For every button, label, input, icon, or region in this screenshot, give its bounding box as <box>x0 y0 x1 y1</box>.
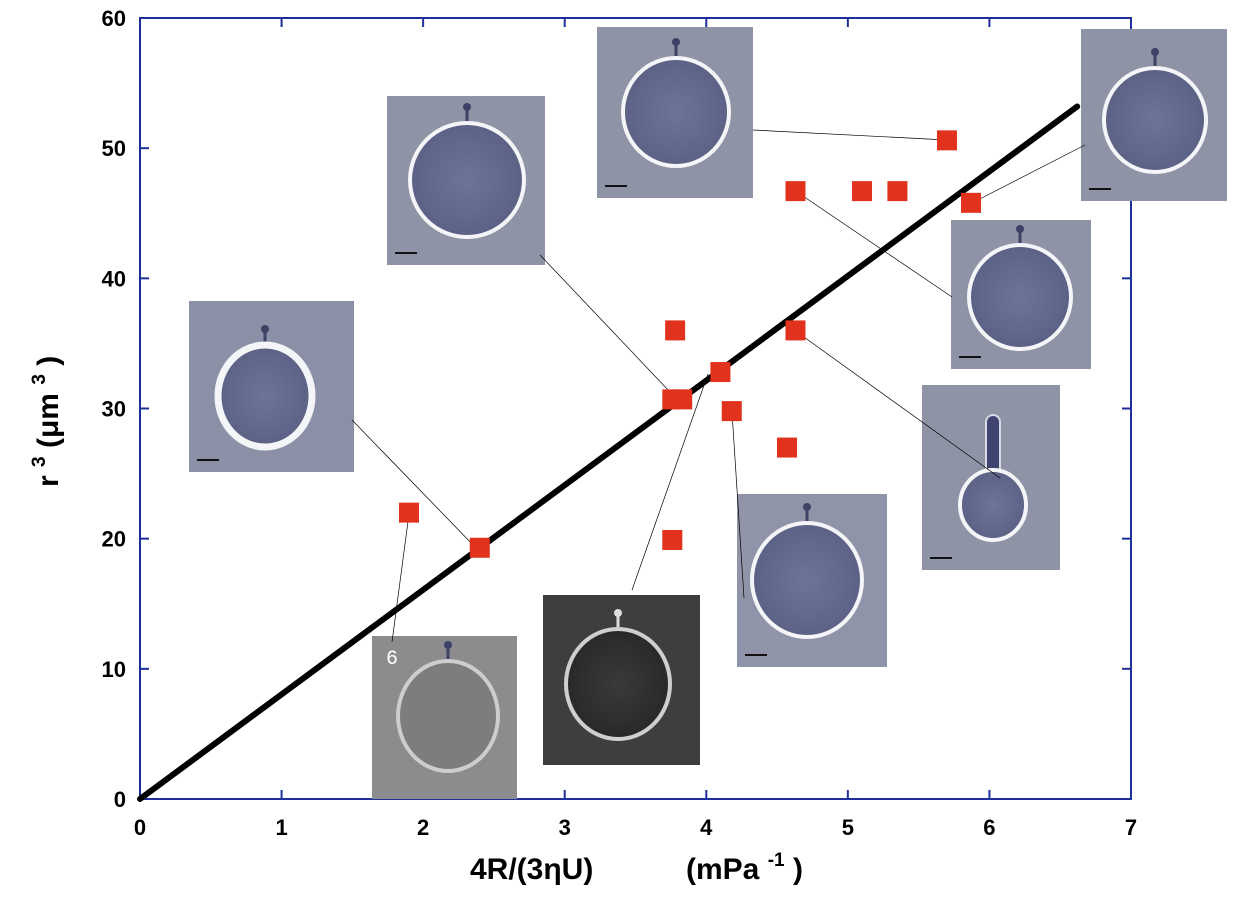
x-tick-label: 6 <box>983 815 995 840</box>
x-tick-label: 5 <box>842 815 854 840</box>
leader-lines <box>351 129 1086 643</box>
cell-tether-tip <box>803 503 811 511</box>
data-point <box>672 389 693 410</box>
leader-line <box>631 373 709 591</box>
x-tick-label: 4 <box>700 815 713 840</box>
cell-vesicle <box>408 121 526 239</box>
y-tick-label: 50 <box>102 136 126 161</box>
cell-vesicle <box>214 341 316 451</box>
x-axis-unit: (mPa <box>686 853 760 886</box>
inset-top-center <box>597 27 753 198</box>
cell-tether-tip <box>1016 225 1024 233</box>
data-point <box>776 437 797 458</box>
cell-tether-tip <box>1151 48 1159 56</box>
cell-vesicle <box>750 521 864 639</box>
cell-vesicle <box>967 243 1073 351</box>
x-tick-label: 2 <box>417 815 429 840</box>
y-tick-label: 30 <box>102 397 126 422</box>
data-point <box>887 181 908 202</box>
x-axis-unit-close: ) <box>793 853 803 886</box>
data-point <box>662 529 683 550</box>
fit-line <box>137 103 1081 802</box>
x-tick-label: 0 <box>134 815 146 840</box>
cell-tether-tip <box>463 103 471 111</box>
data-point <box>785 320 806 341</box>
y-tick-label: 0 <box>114 787 126 812</box>
inset-upper-left <box>387 96 545 265</box>
leader-line <box>971 144 1086 204</box>
leader-line <box>796 331 1001 479</box>
cell-vesicle <box>958 468 1028 542</box>
cell-vesicle <box>564 627 672 741</box>
inset-mid-left <box>189 301 354 472</box>
inset-center-bottom <box>737 494 887 667</box>
cell-vesicle <box>396 659 500 773</box>
inset-bottom-left: 6 <box>372 636 517 799</box>
leader-line <box>752 129 948 141</box>
y-axis-unit-exponent: 3 <box>29 374 50 385</box>
cell-vesicle <box>1102 66 1208 174</box>
data-point <box>710 362 731 383</box>
cell-vesicle <box>621 56 731 168</box>
y-axis-label: r <box>32 475 65 487</box>
leader-line <box>796 191 953 298</box>
y-tick-label: 20 <box>102 527 126 552</box>
y-axis-unit-close: ) <box>32 356 65 366</box>
leader-line <box>731 411 745 599</box>
y-tick-label: 40 <box>102 266 126 291</box>
x-tick-label: 3 <box>559 815 571 840</box>
y-axis-label-exponent: 3 <box>29 456 50 467</box>
data-point <box>398 502 419 523</box>
data-point <box>469 537 490 558</box>
cell-tube <box>985 414 1001 476</box>
x-axis-unit-exponent: -1 <box>768 850 785 871</box>
leader-line <box>351 419 477 549</box>
y-axis-unit: (μm <box>32 393 65 448</box>
data-point <box>961 192 982 213</box>
cell-tether-tip <box>261 325 269 333</box>
data-points <box>398 130 982 558</box>
leader-line <box>539 254 671 393</box>
data-point <box>721 401 742 422</box>
y-tick-labels: 0 10 20 30 40 50 60 <box>102 6 126 812</box>
x-tick-label: 7 <box>1125 815 1137 840</box>
y-axis-title: r 3 (μm 3 ) <box>19 356 65 487</box>
y-tick-label: 60 <box>102 6 126 31</box>
x-tick-label: 1 <box>275 815 287 840</box>
inset-right-middle <box>951 220 1091 369</box>
leader-line <box>391 513 410 643</box>
inset-bottom-dark <box>543 595 700 765</box>
cell-tether-tip <box>444 641 452 649</box>
data-point <box>665 320 686 341</box>
x-axis-title: 4R/(3ηU) (mPa -1 ) <box>470 840 803 886</box>
inset-top-right <box>1081 29 1227 201</box>
inset-right-tube <box>922 385 1060 570</box>
data-point <box>852 181 873 202</box>
data-point <box>936 130 957 151</box>
data-point <box>785 181 806 202</box>
cell-tether-tip <box>672 38 680 46</box>
x-tick-labels: 0 1 2 3 4 5 6 7 <box>134 815 1137 840</box>
cell-tether-tip <box>614 609 622 617</box>
x-axis-label: 4R/(3ηU) <box>470 853 593 886</box>
microscopy-insets: 6 <box>189 27 1227 799</box>
y-tick-label: 10 <box>102 657 126 682</box>
inset-panel-label: 6 <box>386 648 398 671</box>
